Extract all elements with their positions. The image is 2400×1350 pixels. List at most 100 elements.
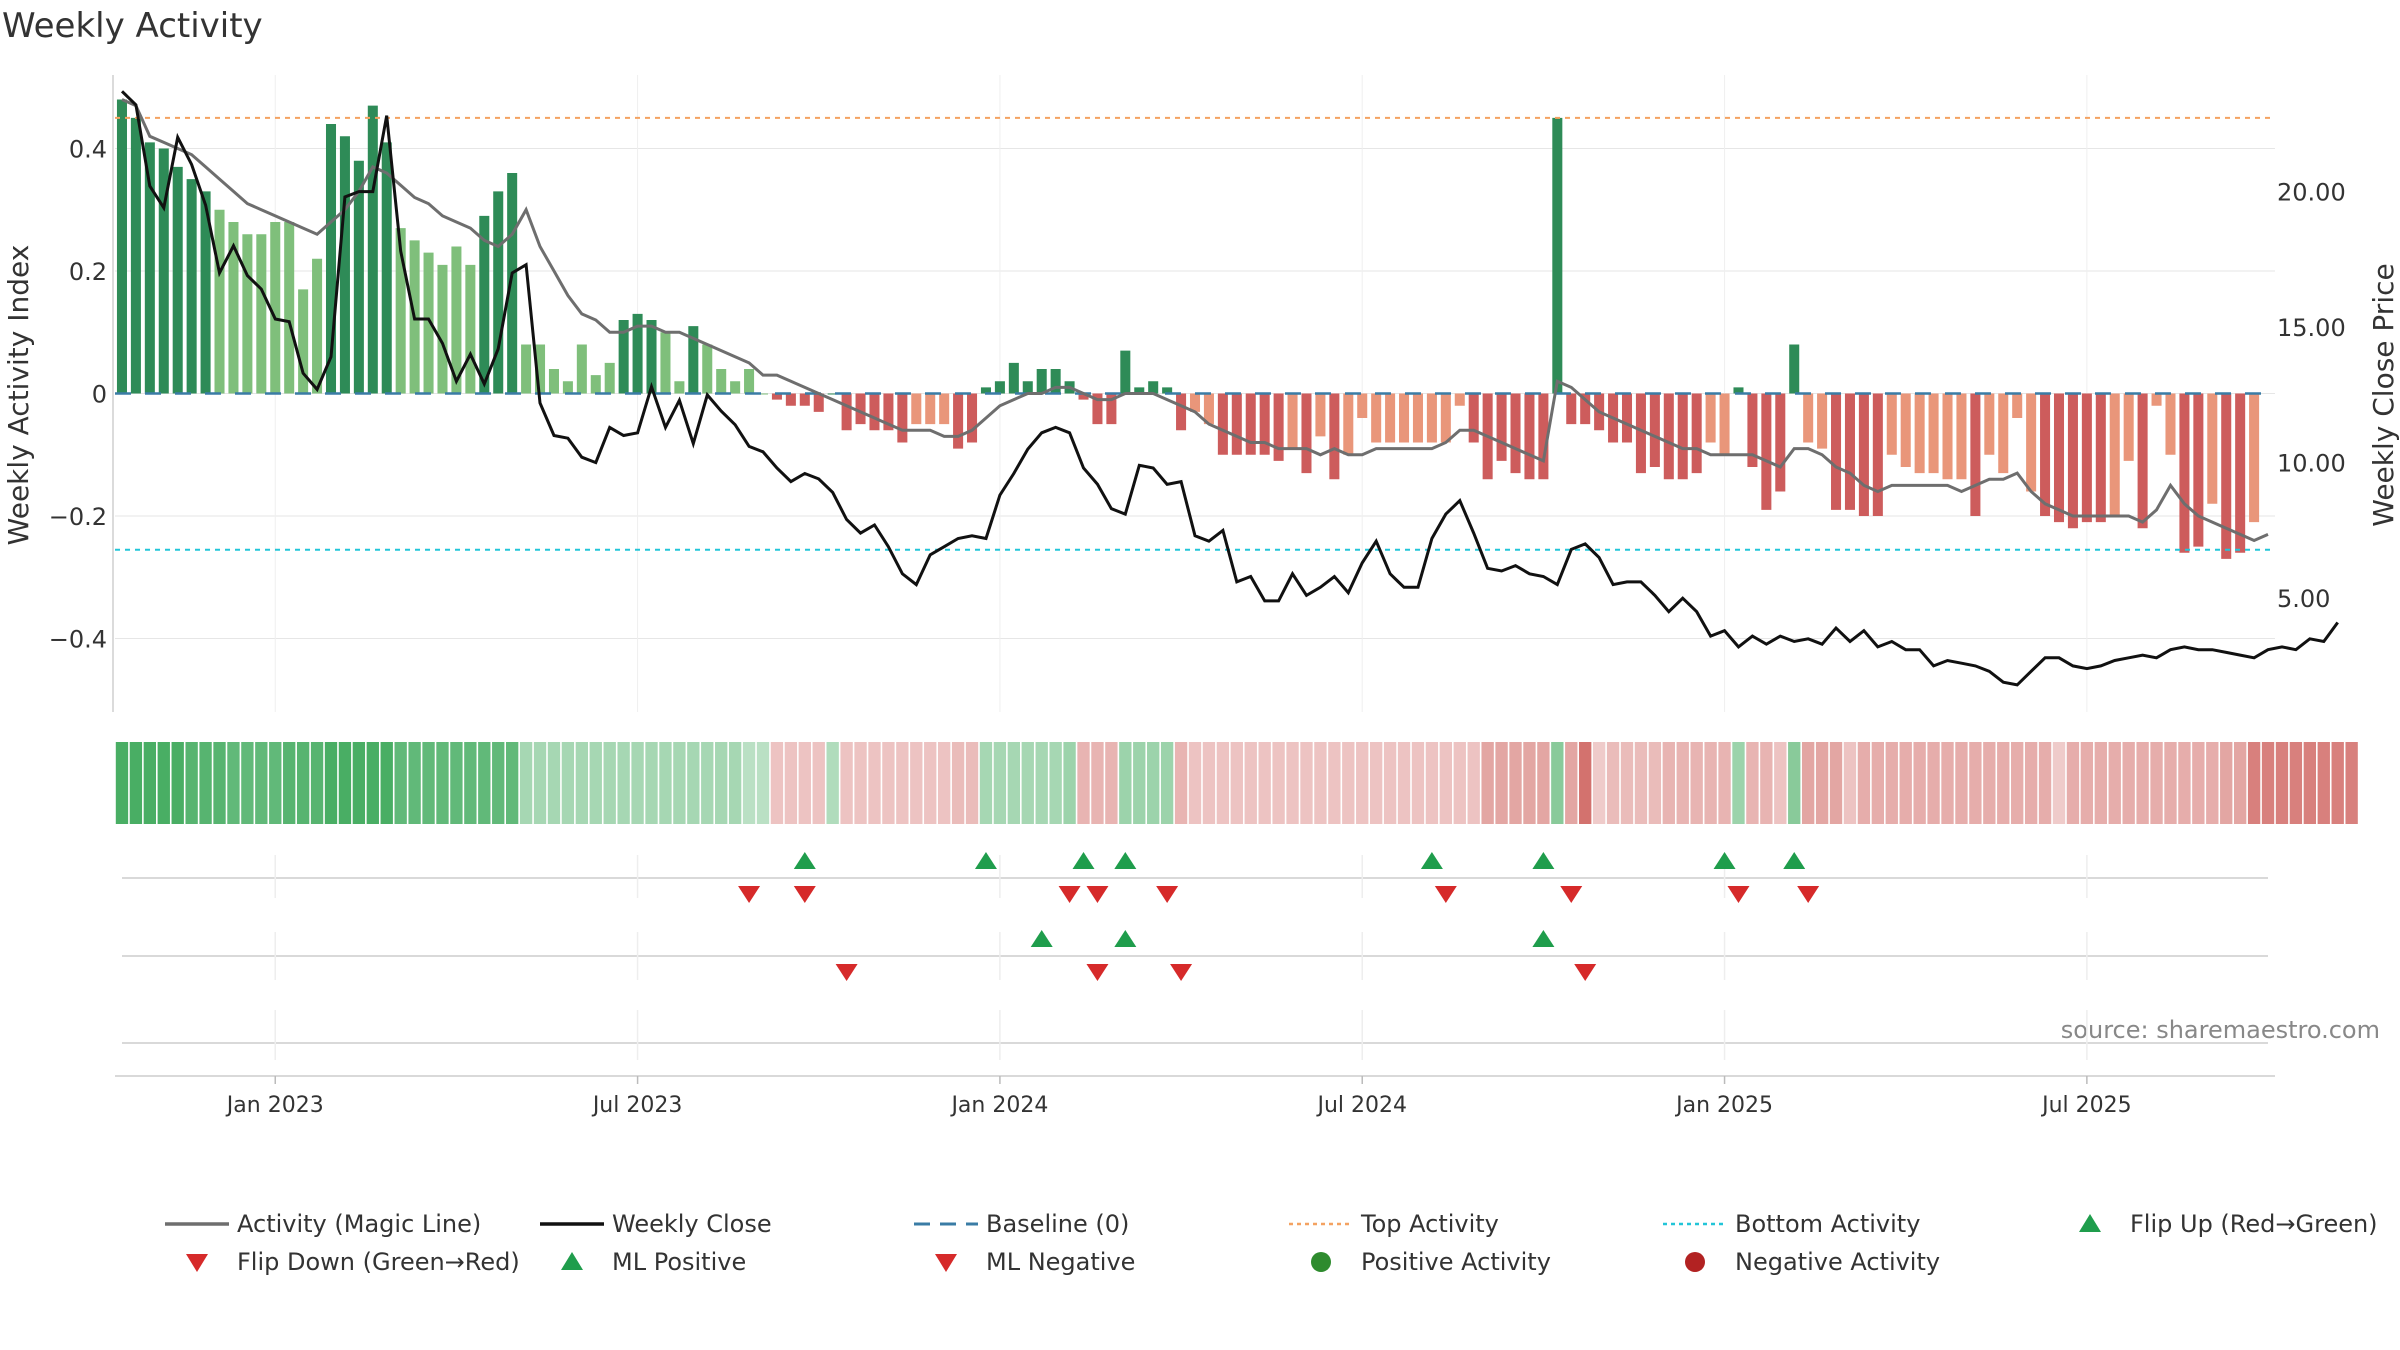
heatmap-cell xyxy=(1147,742,1160,824)
activity-bar xyxy=(660,332,671,394)
heatmap-cell xyxy=(924,742,937,824)
activity-bar xyxy=(423,252,434,394)
heatmap-cell xyxy=(1105,742,1118,824)
heatmap-cell xyxy=(1369,742,1383,824)
activity-bar xyxy=(1426,393,1437,443)
x-tick-label: Jan 2025 xyxy=(1674,1093,1773,1118)
activity-bar xyxy=(1259,393,1270,455)
heatmap-cell xyxy=(533,742,547,824)
heatmap-cell xyxy=(701,742,714,824)
heatmap-cell xyxy=(1565,742,1578,824)
activity-bar xyxy=(2095,393,2106,523)
heatmap-cell xyxy=(1885,742,1898,824)
heatmap-cell xyxy=(673,742,686,824)
activity-bar xyxy=(1078,393,1089,400)
legend-label: Top Activity xyxy=(1360,1210,1499,1238)
heatmap-cell xyxy=(770,742,784,824)
activity-bar xyxy=(980,387,991,394)
heatmap-cell xyxy=(784,742,798,824)
heatmap-cell xyxy=(1579,742,1592,824)
heatmap-cell xyxy=(283,742,296,824)
activity-bar xyxy=(1399,393,1410,443)
signal-panels xyxy=(115,852,2275,1077)
heatmap-cell xyxy=(631,742,644,824)
heatmap-cell xyxy=(1955,742,1968,824)
activity-bar xyxy=(1844,393,1855,510)
activity-bar xyxy=(2067,393,2078,529)
heatmap-cell xyxy=(979,742,993,824)
heatmap-cell xyxy=(1899,742,1912,824)
heatmap-cell xyxy=(798,742,811,824)
legend-swatch xyxy=(2079,1214,2101,1232)
heatmap-cell xyxy=(1174,742,1188,824)
activity-bar xyxy=(465,264,476,394)
heatmap-cell xyxy=(2233,742,2247,824)
heatmap-cell xyxy=(255,742,268,824)
heatmap-cell xyxy=(1551,742,1564,824)
heatmap-cell xyxy=(2303,742,2317,824)
activity-bar xyxy=(1106,393,1117,425)
activity-bar xyxy=(1691,393,1702,474)
activity-bar xyxy=(130,117,141,394)
heatmap-cell xyxy=(840,742,853,824)
heatmap-cell xyxy=(742,742,756,824)
activity-bar xyxy=(590,375,601,394)
heatmap-cell xyxy=(366,742,379,824)
heatmap-cell xyxy=(1272,742,1285,824)
heatmap-cell xyxy=(1439,742,1453,824)
activity-bar xyxy=(1761,393,1772,510)
heatmap-cell xyxy=(338,742,352,824)
activity-bar xyxy=(2221,393,2232,559)
activity-bar xyxy=(2165,393,2176,455)
activity-bar xyxy=(1120,350,1131,394)
activity-bar xyxy=(604,362,615,394)
flip-down-marker xyxy=(1727,886,1750,903)
ml-positive-marker xyxy=(1030,930,1053,947)
heatmap-cell xyxy=(185,742,198,824)
heatmap-cell xyxy=(2011,742,2024,824)
heatmap-cell xyxy=(2122,742,2135,824)
activity-bar xyxy=(939,393,950,425)
heatmap-cell xyxy=(2136,742,2149,824)
heatmap-cell xyxy=(1620,742,1634,824)
heatmap-cell xyxy=(1815,742,1829,824)
heatmap-cell xyxy=(227,742,240,824)
heatmap-cell xyxy=(1063,742,1076,824)
activity-bar xyxy=(1440,393,1451,443)
x-tick-label: Jul 2024 xyxy=(1315,1093,1407,1118)
heatmap-cell xyxy=(1871,742,1885,824)
flip-down-marker xyxy=(1058,886,1081,903)
heatmap-cell xyxy=(269,742,282,824)
activity-bar xyxy=(911,393,922,425)
activity-bar xyxy=(367,105,378,394)
heatmap-cell xyxy=(1509,742,1522,824)
weekly-close-series xyxy=(120,90,2339,687)
activity-bar xyxy=(1552,117,1563,394)
activity-bar xyxy=(1203,393,1214,425)
heatmap-cell xyxy=(812,742,825,824)
heatmap-cell xyxy=(896,742,909,824)
heatmap-cell xyxy=(910,742,923,824)
activity-bar xyxy=(562,381,573,394)
heatmap-cell xyxy=(1342,742,1355,824)
activity-bar xyxy=(1217,393,1228,455)
activity-bar xyxy=(2109,393,2120,516)
activity-bar xyxy=(1245,393,1256,455)
heatmap-cell xyxy=(1606,742,1620,824)
heatmap-cell xyxy=(352,742,366,824)
heatmap-cell xyxy=(1383,742,1397,824)
activity-bar xyxy=(1092,393,1103,425)
activity-bar xyxy=(1231,393,1242,455)
activity-bar xyxy=(1621,393,1633,443)
heatmap-cell xyxy=(603,742,616,824)
activity-bar xyxy=(1566,393,1577,425)
heatmap-cell xyxy=(2038,742,2052,824)
heatmap-cell xyxy=(547,742,561,824)
heatmap-cell xyxy=(2261,742,2275,824)
heatmap-cell xyxy=(575,742,589,824)
heatmap-cell xyxy=(1049,742,1062,824)
heatmap-cell xyxy=(171,742,184,824)
legend-label: Bottom Activity xyxy=(1735,1210,1920,1238)
flip-down-marker xyxy=(1797,886,1820,903)
heatmap-cell xyxy=(394,742,407,824)
